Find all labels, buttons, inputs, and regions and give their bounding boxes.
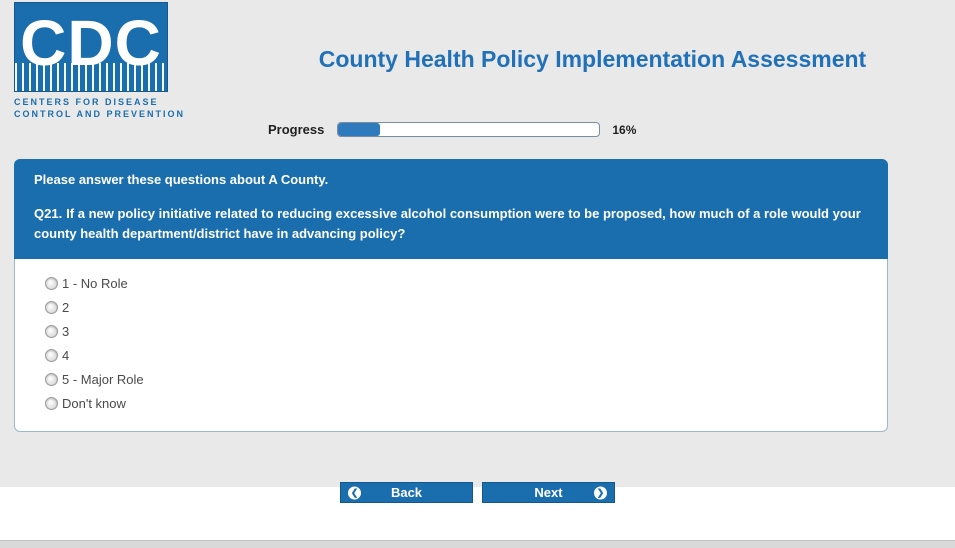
back-arrow-icon: ❮: [348, 486, 361, 500]
radio-button-icon[interactable]: [45, 277, 58, 291]
radio-option-dont-know[interactable]: Don't know: [45, 396, 887, 411]
cdc-tagline-line1: CENTERS FOR DISEASE: [14, 97, 159, 107]
navigation-buttons: ❮ Back Next ❯: [0, 482, 955, 504]
cdc-logo-tagline: CENTERS FOR DISEASE CONTROL AND PREVENTI…: [14, 96, 185, 120]
header: CDC CENTERS FOR DISEASE CONTROL AND PREV…: [0, 2, 955, 120]
radio-button-icon[interactable]: [45, 301, 58, 315]
cdc-logo-text: CDC: [20, 7, 162, 79]
radio-button-icon[interactable]: [45, 373, 58, 387]
question-card: Please answer these questions about A Co…: [14, 159, 888, 433]
option-label: Don't know: [62, 396, 126, 412]
progress-percent: 16%: [612, 122, 637, 137]
question-number: Q21.: [34, 206, 63, 221]
radio-option-5-major-role[interactable]: 5 - Major Role: [45, 372, 887, 387]
progress-section: Progress 16%: [268, 122, 955, 137]
survey-page: CDC CENTERS FOR DISEASE CONTROL AND PREV…: [0, 0, 955, 504]
radio-button-icon[interactable]: [45, 325, 58, 339]
back-button[interactable]: ❮ Back: [340, 482, 473, 504]
progress-bar: [337, 122, 601, 137]
option-label: 4: [62, 348, 70, 364]
option-label: 5 - Major Role: [62, 372, 144, 388]
progress-bar-fill: [338, 123, 381, 136]
radio-option-2[interactable]: 2: [45, 300, 887, 315]
question-intro: Please answer these questions about A Co…: [34, 172, 329, 187]
answer-options: 1 - No Role 2 3 4 5 - Major Role Don't k…: [14, 259, 888, 433]
radio-button-icon[interactable]: [45, 349, 58, 363]
question-header: Please answer these questions about A Co…: [14, 159, 888, 260]
next-button[interactable]: Next ❯: [482, 482, 615, 504]
next-arrow-icon: ❯: [594, 486, 607, 500]
question-body-text: If a new policy initiative related to re…: [34, 206, 861, 242]
cdc-tagline-line2: CONTROL AND PREVENTION: [14, 109, 186, 120]
page-bottom-whitespace: [0, 487, 955, 540]
logo-stripes-decoration: [15, 63, 167, 91]
page-title: County Health Policy Implementation Asse…: [318, 46, 867, 72]
question-text: Q21. If a new policy initiative related t…: [34, 204, 868, 244]
radio-option-1-no-role[interactable]: 1 - No Role: [45, 276, 887, 291]
radio-button-icon[interactable]: [45, 397, 58, 411]
radio-option-4[interactable]: 4: [45, 348, 887, 363]
progress-label: Progress: [268, 122, 325, 137]
cdc-logo: CDC CENTERS FOR DISEASE CONTROL AND PREV…: [14, 2, 185, 120]
back-button-label: Back: [390, 485, 423, 501]
option-label: 1 - No Role: [62, 276, 128, 292]
next-button-label: Next: [534, 485, 563, 501]
radio-option-3[interactable]: 3: [45, 324, 887, 339]
option-label: 2: [62, 300, 70, 316]
option-label: 3: [62, 324, 70, 340]
cdc-logo-box: CDC: [14, 2, 168, 92]
bottom-edge-strip: [0, 540, 955, 548]
